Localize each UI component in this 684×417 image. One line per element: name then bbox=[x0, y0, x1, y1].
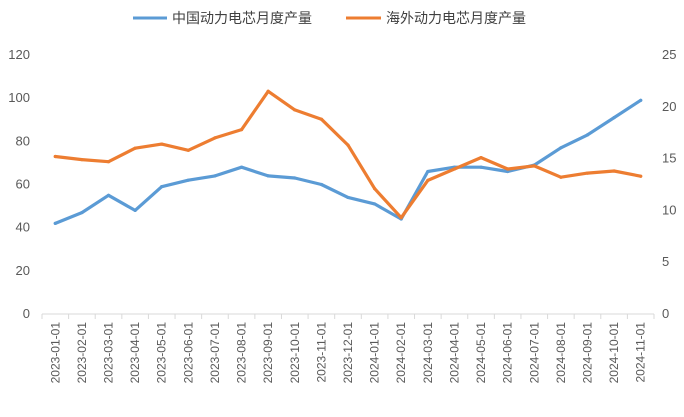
legend-item-china: 中国动力电芯月度产量 bbox=[133, 11, 312, 27]
x-tick-label: 2023-12-01 bbox=[341, 322, 355, 384]
x-tick-label: 2024-05-01 bbox=[474, 322, 488, 384]
right-y-tick-label: 20 bbox=[662, 99, 676, 114]
data-point-china bbox=[239, 165, 244, 169]
x-tick-label: 2023-05-01 bbox=[155, 322, 169, 384]
x-tick-label: 2023-07-01 bbox=[208, 322, 222, 384]
data-point-china bbox=[293, 176, 297, 180]
data-point-overseas bbox=[585, 171, 590, 175]
x-tick-label: 2024-09-01 bbox=[580, 322, 594, 384]
data-point-china bbox=[319, 182, 323, 187]
data-point-overseas bbox=[426, 178, 430, 182]
left-y-tick-label: 120 bbox=[8, 47, 30, 62]
data-point-china bbox=[213, 174, 217, 178]
data-point-overseas bbox=[532, 164, 536, 168]
data-point-china bbox=[133, 208, 137, 212]
data-point-china bbox=[585, 133, 590, 137]
x-tick-label: 2024-04-01 bbox=[447, 322, 461, 384]
data-point-china bbox=[612, 115, 616, 120]
x-tick-label: 2023-10-01 bbox=[288, 322, 302, 384]
right-y-tick-label: 25 bbox=[662, 47, 676, 62]
legend-label-overseas: 海外动力电芯月度产量 bbox=[386, 11, 526, 27]
data-point-overseas bbox=[80, 158, 84, 162]
data-point-overseas bbox=[479, 155, 483, 160]
x-axis: 2023-01-01 2023-02-01 2023-03-01 2023-04-01… bbox=[41, 314, 655, 384]
data-point-overseas bbox=[213, 136, 217, 140]
right-y-tick-label: 15 bbox=[662, 151, 676, 166]
left-y-tick-label: 80 bbox=[16, 133, 30, 148]
x-tick-label: 2024-06-01 bbox=[501, 322, 515, 384]
legend-item-overseas: 海外动力电芯月度产量 bbox=[346, 11, 526, 27]
right-y-tick-label: 0 bbox=[662, 306, 669, 321]
legend: 中国动力电芯月度产量 海外动力电芯月度产量 bbox=[133, 11, 526, 27]
data-point-china bbox=[373, 202, 377, 206]
left-y-tick-label: 20 bbox=[16, 263, 30, 278]
data-point-overseas bbox=[559, 175, 563, 179]
data-point-overseas bbox=[239, 127, 244, 132]
x-tick-label: 2024-10-01 bbox=[607, 322, 621, 384]
left-y-tick-label: 40 bbox=[16, 220, 30, 235]
x-tick-label: 2024-07-01 bbox=[527, 322, 541, 384]
data-point-china bbox=[80, 210, 84, 215]
data-point-overseas bbox=[452, 167, 457, 171]
data-point-china bbox=[160, 185, 164, 189]
data-point-china bbox=[479, 165, 483, 169]
x-tick-label: 2024-02-01 bbox=[394, 322, 408, 384]
data-point-overseas bbox=[346, 143, 350, 147]
right-y-tick-label: 10 bbox=[662, 202, 676, 217]
data-point-overseas bbox=[319, 117, 323, 121]
data-point-overseas bbox=[266, 89, 270, 93]
left-y-tick-label: 100 bbox=[8, 90, 30, 105]
data-point-overseas bbox=[53, 154, 57, 159]
data-point-china bbox=[559, 146, 563, 150]
left-y-axis: 0 20 40 60 80 100 120 bbox=[8, 47, 30, 321]
data-point-overseas bbox=[293, 108, 297, 112]
data-point-overseas bbox=[186, 148, 190, 152]
data-point-overseas bbox=[373, 187, 377, 191]
data-point-china bbox=[106, 193, 111, 197]
data-point-china bbox=[186, 178, 190, 182]
data-point-china bbox=[639, 98, 643, 102]
legend-label-china: 中国动力电芯月度产量 bbox=[172, 11, 312, 27]
data-point-overseas bbox=[399, 216, 403, 220]
x-tick-label: 2023-01-01 bbox=[48, 322, 62, 384]
series-line-china bbox=[53, 98, 643, 225]
data-point-overseas bbox=[612, 169, 616, 173]
x-tick-label: 2023-06-01 bbox=[181, 322, 195, 384]
x-tick-label: 2023-09-01 bbox=[261, 322, 275, 384]
data-point-china bbox=[266, 174, 270, 178]
left-y-tick-label: 60 bbox=[16, 177, 30, 192]
data-point-china bbox=[346, 195, 350, 200]
data-point-overseas bbox=[106, 160, 111, 164]
series-layer bbox=[53, 89, 643, 225]
data-point-china bbox=[426, 169, 430, 174]
x-tick-label: 2024-08-01 bbox=[554, 322, 568, 384]
right-y-tick-label: 5 bbox=[662, 254, 669, 269]
x-tick-label: 2024-01-01 bbox=[368, 322, 382, 384]
x-tick-label: 2024-11-01 bbox=[634, 322, 648, 383]
x-tick-label: 2023-03-01 bbox=[102, 322, 116, 384]
data-point-overseas bbox=[133, 146, 137, 150]
data-point-overseas bbox=[160, 142, 164, 146]
data-point-overseas bbox=[506, 167, 510, 171]
data-point-china bbox=[53, 221, 57, 225]
x-tick-label: 2023-08-01 bbox=[235, 322, 249, 384]
x-tick-label: 2023-04-01 bbox=[128, 322, 142, 384]
left-y-tick-label: 0 bbox=[23, 306, 30, 321]
x-tick-label: 2024-03-01 bbox=[421, 322, 435, 384]
x-tick-label: 2023-11-01 bbox=[314, 322, 328, 383]
right-y-axis: 0 5 10 15 20 25 bbox=[662, 47, 676, 321]
x-tick-label: 2023-02-01 bbox=[75, 322, 89, 384]
data-point-china bbox=[506, 169, 510, 174]
data-point-overseas bbox=[639, 174, 643, 178]
